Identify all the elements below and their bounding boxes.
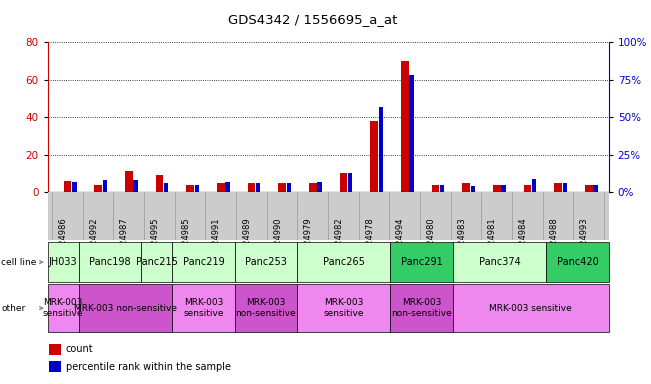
Bar bbox=[340, 173, 347, 192]
Bar bbox=[432, 185, 439, 192]
Bar bbox=[523, 185, 531, 192]
Text: Panc374: Panc374 bbox=[478, 257, 520, 267]
Text: Panc291: Panc291 bbox=[401, 257, 443, 267]
Bar bbox=[72, 182, 77, 192]
Bar bbox=[401, 61, 409, 192]
Bar bbox=[125, 171, 133, 192]
Text: MRK-003
non-sensitive: MRK-003 non-sensitive bbox=[391, 298, 452, 318]
Text: Panc215: Panc215 bbox=[135, 257, 178, 267]
Text: MRK-003
non-sensitive: MRK-003 non-sensitive bbox=[236, 298, 296, 318]
Bar bbox=[471, 186, 475, 192]
Bar bbox=[217, 183, 225, 192]
Bar bbox=[462, 183, 470, 192]
Text: Panc420: Panc420 bbox=[557, 257, 598, 267]
Text: MRK-003
sensitive: MRK-003 sensitive bbox=[324, 298, 364, 318]
Text: count: count bbox=[66, 344, 93, 354]
Text: Panc253: Panc253 bbox=[245, 257, 286, 267]
Text: MRK-003 sensitive: MRK-003 sensitive bbox=[490, 304, 572, 313]
Bar bbox=[94, 185, 102, 192]
Bar bbox=[186, 185, 194, 192]
Bar bbox=[348, 172, 352, 192]
Bar bbox=[593, 185, 598, 192]
Text: MRK-003
sensitive: MRK-003 sensitive bbox=[43, 298, 83, 318]
Bar bbox=[278, 183, 286, 192]
Bar bbox=[585, 185, 592, 192]
Bar bbox=[195, 185, 199, 192]
Text: GDS4342 / 1556695_a_at: GDS4342 / 1556695_a_at bbox=[228, 13, 397, 26]
Text: MRK-003 non-sensitive: MRK-003 non-sensitive bbox=[74, 304, 177, 313]
Bar bbox=[317, 182, 322, 192]
Text: Panc265: Panc265 bbox=[323, 257, 365, 267]
Bar bbox=[64, 181, 72, 192]
Bar bbox=[440, 185, 445, 192]
Bar bbox=[532, 179, 536, 192]
Bar bbox=[225, 182, 230, 192]
Bar bbox=[501, 185, 506, 192]
Bar bbox=[156, 175, 163, 192]
Bar bbox=[493, 185, 501, 192]
Bar bbox=[164, 183, 169, 192]
Text: percentile rank within the sample: percentile rank within the sample bbox=[66, 362, 230, 372]
Bar bbox=[247, 183, 255, 192]
Text: Panc219: Panc219 bbox=[182, 257, 225, 267]
Bar bbox=[562, 183, 567, 192]
Bar bbox=[133, 180, 138, 192]
Bar bbox=[103, 180, 107, 192]
Bar bbox=[309, 183, 316, 192]
Text: other: other bbox=[1, 304, 25, 313]
Text: MRK-003
sensitive: MRK-003 sensitive bbox=[183, 298, 224, 318]
Bar bbox=[378, 107, 383, 192]
Bar bbox=[554, 183, 562, 192]
Text: JH033: JH033 bbox=[49, 257, 77, 267]
Text: cell line: cell line bbox=[1, 258, 36, 266]
Bar bbox=[286, 183, 291, 192]
Text: Panc198: Panc198 bbox=[89, 257, 131, 267]
Bar bbox=[370, 121, 378, 192]
Bar bbox=[256, 183, 260, 192]
Bar bbox=[409, 75, 414, 192]
